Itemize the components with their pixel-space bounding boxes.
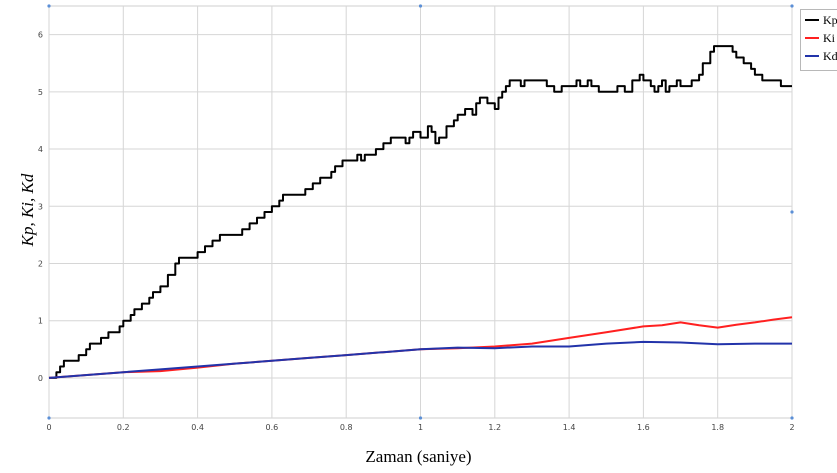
x-tick-label-5: 1: [418, 423, 423, 432]
legend-item-kd: Kd: [805, 49, 837, 63]
x-axis-label: Zaman (saniye): [365, 447, 472, 466]
x-tick-label-8: 1.6: [637, 423, 650, 432]
x-tick-label-10: 2: [789, 423, 794, 432]
axes-handle-4: [790, 416, 794, 420]
legend-label-kd: Kd: [823, 48, 837, 63]
x-tick-label-6: 1.2: [488, 423, 501, 432]
legend-swatch-ki: [805, 37, 819, 39]
legend-label-kp: Kp: [823, 12, 837, 27]
y-tick-label-6: 6: [38, 31, 43, 40]
x-tick-label-4: 0.8: [340, 423, 353, 432]
axes-handle-0: [47, 4, 51, 8]
x-tick-label-0: 0: [46, 423, 51, 432]
legend-swatch-kp: [805, 19, 819, 21]
y-tick-label-0: 0: [38, 374, 43, 383]
x-tick-label-7: 1.4: [563, 423, 576, 432]
y-tick-label-5: 5: [38, 88, 43, 97]
y-tick-label-1: 1: [38, 317, 43, 326]
y-tick-label-4: 4: [38, 145, 43, 154]
x-tick-label-9: 1.8: [711, 423, 724, 432]
axes-handle-3: [790, 210, 794, 214]
legend-item-kp: Kp: [805, 13, 837, 27]
series-line-kd: [48, 340, 792, 379]
axes-handle-6: [47, 416, 51, 420]
axes-handle-1: [418, 4, 423, 8]
x-tick-label-1: 0.2: [117, 423, 130, 432]
legend: Kp Ki Kd: [800, 9, 837, 71]
axes-handle-2: [790, 4, 794, 8]
legend-swatch-kd: [805, 55, 819, 57]
x-tick-label-3: 0.6: [266, 423, 279, 432]
legend-label-ki: Ki: [823, 30, 835, 45]
x-tick-label-2: 0.4: [191, 423, 204, 432]
y-axis-label: Kp, Ki, Kd: [18, 173, 37, 247]
axes-handle-5: [418, 416, 423, 420]
series-line-kp: [49, 45, 792, 379]
y-tick-label-3: 3: [38, 202, 43, 211]
legend-item-ki: Ki: [805, 31, 835, 45]
y-tick-label-2: 2: [38, 260, 43, 269]
